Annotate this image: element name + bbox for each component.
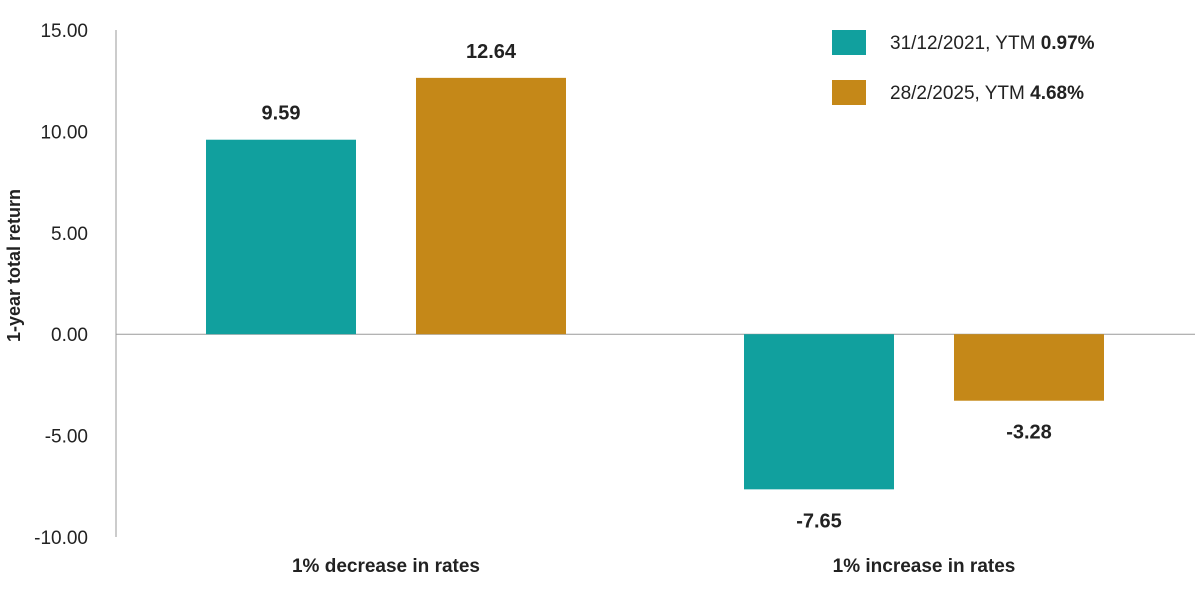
bar: [416, 77, 566, 335]
y-tick-label: 15.00: [40, 21, 88, 42]
bar: [744, 334, 894, 490]
bar: [206, 139, 356, 335]
category-label: 1% decrease in rates: [292, 556, 480, 577]
y-axis-label: 1-year total return: [4, 189, 24, 342]
data-label: 9.59: [262, 103, 301, 125]
category-label: 1% increase in rates: [833, 556, 1016, 577]
data-labels: 9.59 12.64 -7.65 -3.28: [262, 41, 1052, 532]
data-label: 12.64: [466, 41, 517, 63]
data-label: -3.28: [1006, 422, 1052, 444]
y-tick-label: 0.00: [51, 325, 88, 346]
y-tick-label: -5.00: [45, 427, 88, 448]
y-tick-label: 10.00: [40, 122, 88, 143]
data-label: -7.65: [796, 510, 842, 532]
bar: [954, 334, 1104, 401]
bars: [206, 77, 1104, 490]
y-tick-label: -10.00: [34, 528, 88, 549]
legend: 31/12/2021, YTM 0.97% 28/2/2025, YTM 4.68…: [832, 30, 1095, 105]
legend-entry: 31/12/2021, YTM 0.97%: [890, 33, 1095, 54]
category-labels: 1% decrease in rates 1% increase in rates: [292, 556, 1015, 577]
legend-swatch: [832, 30, 866, 55]
y-tick-labels: 15.00 10.00 5.00 0.00 -5.00 -10.00: [34, 21, 88, 549]
legend-entry: 28/2/2025, YTM 4.68%: [890, 83, 1084, 104]
legend-swatch: [832, 80, 866, 105]
y-tick-label: 5.00: [51, 224, 88, 245]
